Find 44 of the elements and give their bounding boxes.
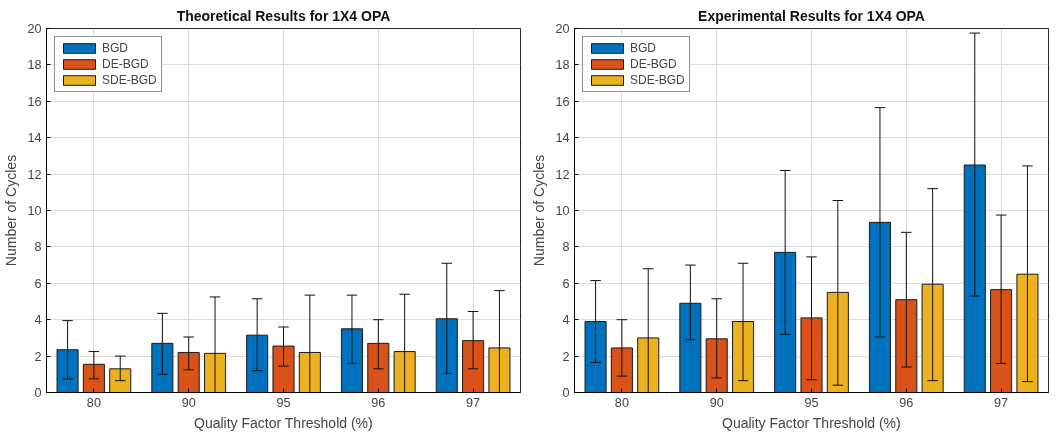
y-tick-label: 14 bbox=[555, 131, 570, 146]
chart-title: Experimental Results for 1X4 OPA bbox=[698, 7, 925, 24]
chart-title: Theoretical Results for 1X4 OPA bbox=[176, 7, 391, 24]
x-tick-label: 90 bbox=[709, 395, 724, 410]
legend-label: SDE-BGD bbox=[630, 73, 685, 87]
y-tick-label: 20 bbox=[27, 22, 42, 36]
y-tick-label: 4 bbox=[562, 313, 570, 328]
legend-label: SDE-BGD bbox=[102, 73, 157, 87]
y-tick-label: 8 bbox=[34, 240, 42, 255]
x-tick-label: 80 bbox=[86, 395, 101, 410]
legend-label: BGD bbox=[630, 41, 657, 55]
x-tick-label: 96 bbox=[371, 395, 386, 410]
y-tick-label: 16 bbox=[27, 94, 42, 109]
x-tick-label: 97 bbox=[994, 395, 1009, 410]
y-tick-label: 20 bbox=[555, 22, 570, 36]
legend-label: DE-BGD bbox=[102, 57, 149, 71]
y-axis-title: Number of Cycles bbox=[531, 154, 548, 267]
y-tick-label: 18 bbox=[555, 58, 570, 73]
y-tick-label: 12 bbox=[27, 167, 42, 182]
x-tick-label: 80 bbox=[614, 395, 629, 410]
y-axis-title: Number of Cycles bbox=[3, 154, 20, 267]
y-tick-label: 12 bbox=[555, 167, 570, 182]
y-tick-label: 6 bbox=[562, 276, 570, 291]
y-tick-label: 10 bbox=[555, 204, 570, 218]
y-tick-label: 18 bbox=[27, 58, 42, 73]
y-tick-label: 16 bbox=[555, 94, 570, 109]
y-tick-label: 2 bbox=[34, 349, 42, 364]
y-tick-label: 0 bbox=[562, 386, 570, 400]
y-tick-label: 4 bbox=[34, 313, 42, 328]
legend-label: DE-BGD bbox=[630, 57, 677, 71]
y-tick-label: 6 bbox=[34, 276, 42, 291]
x-tick-label: 90 bbox=[181, 395, 196, 410]
y-tick-label: 0 bbox=[34, 386, 42, 400]
x-tick-label: 97 bbox=[466, 395, 481, 410]
legend-label: BGD bbox=[102, 41, 129, 55]
x-axis-title: Quality Factor Threshold (%) bbox=[722, 414, 901, 431]
x-axis-title: Quality Factor Threshold (%) bbox=[194, 414, 373, 431]
y-tick-label: 2 bbox=[562, 349, 570, 364]
y-tick-label: 14 bbox=[27, 131, 42, 146]
x-tick-label: 95 bbox=[276, 395, 291, 410]
x-tick-label: 95 bbox=[804, 395, 819, 410]
y-tick-label: 10 bbox=[27, 204, 42, 218]
y-tick-label: 8 bbox=[562, 240, 570, 255]
x-tick-label: 96 bbox=[899, 395, 914, 410]
